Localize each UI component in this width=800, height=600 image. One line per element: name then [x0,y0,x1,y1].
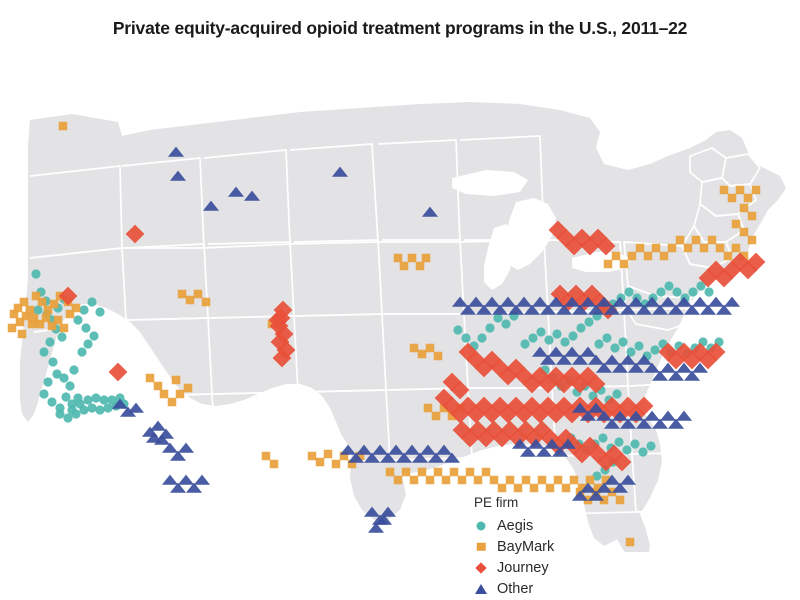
us-map-svg [20,102,786,552]
page-title: Private equity-acquired opioid treatment… [112,18,688,38]
legend-item-label: BayMark [497,538,555,555]
legend-item-label: Aegis [497,517,534,534]
legend-item-label: Other [497,580,534,597]
legend: PE firm Aegis BayMark Journey Other [472,495,672,600]
triangle-marker-icon [472,580,490,598]
legend-item-aegis[interactable]: Aegis [472,516,672,536]
legend-item-other[interactable]: Other [472,579,672,599]
diamond-marker-icon [472,559,490,577]
circle-marker-icon [472,517,490,535]
legend-rows: Aegis BayMark Journey Other [472,516,672,599]
lake-superior [452,170,528,196]
florida-peninsula [600,482,650,552]
us-outline [20,102,786,546]
us-landmass [20,102,786,552]
legend-item-baymark[interactable]: BayMark [472,537,672,557]
legend-title: PE firm [474,495,519,510]
legend-item-label: Journey [497,559,549,576]
us-map-container [0,52,800,552]
square-marker-icon [472,538,490,556]
legend-item-journey[interactable]: Journey [472,558,672,578]
